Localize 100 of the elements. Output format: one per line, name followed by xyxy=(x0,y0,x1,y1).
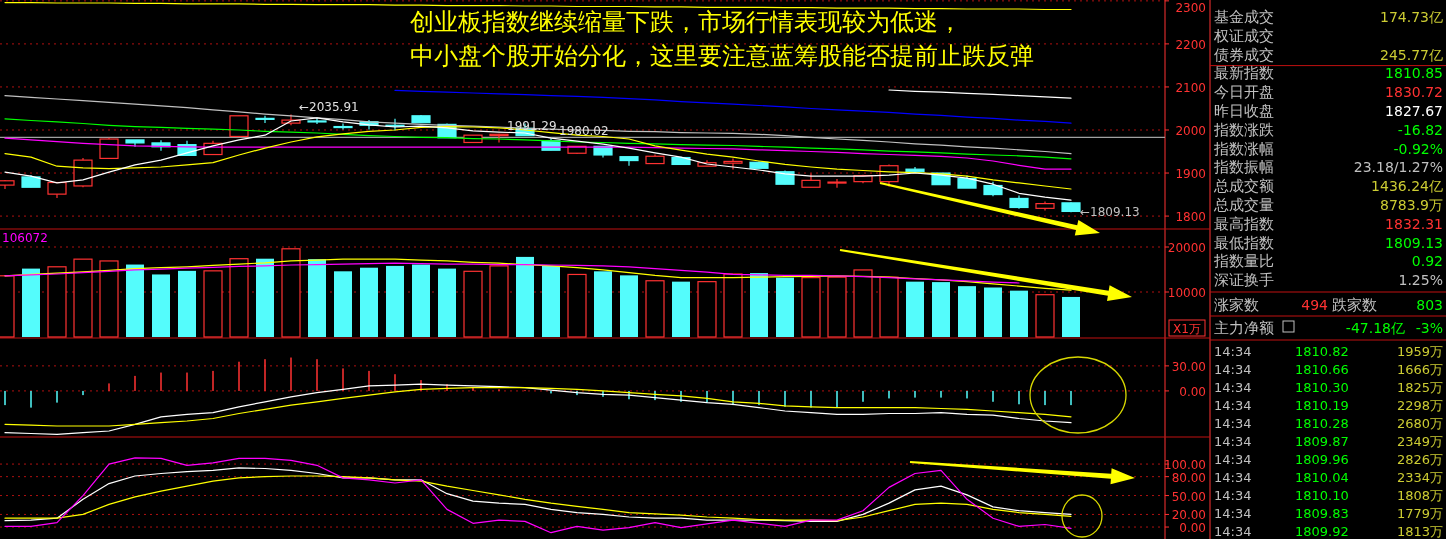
text: 1810.66 xyxy=(1295,362,1349,377)
text: 1809.87 xyxy=(1295,434,1349,449)
bar xyxy=(463,270,483,338)
text: 1959万 xyxy=(1396,344,1443,359)
bar xyxy=(308,259,326,337)
bar xyxy=(750,273,768,337)
text: 1810.82 xyxy=(1295,344,1349,359)
text: 跌家数 xyxy=(1332,296,1377,314)
text: 14:34 xyxy=(1214,506,1252,521)
bar xyxy=(1035,294,1055,338)
text: 债券成交 xyxy=(1214,45,1274,64)
text: 指数涨幅 xyxy=(1213,139,1274,158)
bar xyxy=(672,281,690,337)
y-tick-label: 50.00 xyxy=(1171,489,1206,504)
bar xyxy=(334,271,352,337)
text: 中小盘个股开始分化，这里要注意蓝筹股能否提前止跌反弹 xyxy=(410,42,1034,70)
text: 14:34 xyxy=(1214,434,1252,449)
text: -0.92% xyxy=(1393,140,1443,157)
text: 2298万 xyxy=(1396,398,1443,413)
y-tick-label: 0.00 xyxy=(1179,521,1206,536)
text: 2334万 xyxy=(1396,470,1443,485)
y-tick-label: 1800 xyxy=(1175,210,1206,225)
text: 指数涨跌 xyxy=(1213,120,1274,139)
text: 14:34 xyxy=(1214,524,1252,539)
bar xyxy=(567,273,587,338)
text: 1827.67 xyxy=(1385,103,1443,119)
text: 2349万 xyxy=(1396,434,1443,449)
text: 1666万 xyxy=(1396,362,1443,377)
bar xyxy=(73,258,93,338)
y-tick-label: 2300 xyxy=(1175,1,1206,15)
bar xyxy=(801,277,821,338)
candlestick xyxy=(255,115,275,124)
text: 最高指数 xyxy=(1214,214,1274,233)
y-tick-label: 0.00 xyxy=(1179,384,1206,399)
line-series xyxy=(888,89,1072,99)
text: 基金成交 xyxy=(1214,8,1274,26)
text: 昨日收盘 xyxy=(1214,102,1274,120)
text: -16.82 xyxy=(1397,121,1443,138)
y-tick-label: 30.00 xyxy=(1171,359,1206,374)
line-series xyxy=(4,387,1072,427)
annotation: 106072 xyxy=(2,231,48,245)
text: 1810.30 xyxy=(1295,380,1349,395)
bar xyxy=(723,273,743,338)
text: 1810.85 xyxy=(1385,65,1443,82)
bar xyxy=(412,264,430,337)
text: 14:34 xyxy=(1214,344,1252,359)
text: 总成交额 xyxy=(1213,177,1274,196)
line-series xyxy=(4,2,1072,11)
bar xyxy=(203,270,223,338)
text: 1808万 xyxy=(1396,488,1443,503)
bar xyxy=(932,282,950,337)
line-series xyxy=(4,383,1072,435)
text: -3% xyxy=(1415,320,1443,336)
annotation: ←1809.13 xyxy=(1080,205,1140,220)
text: 1809.83 xyxy=(1295,506,1349,521)
text: 今日开盘 xyxy=(1214,83,1274,102)
text: 14:34 xyxy=(1214,488,1252,503)
candlestick xyxy=(333,122,353,131)
text: 803 xyxy=(1416,297,1443,313)
y-tick-label: 20000 xyxy=(1167,241,1206,255)
text: 8783.9万 xyxy=(1380,197,1443,213)
text: 1810.28 xyxy=(1295,416,1349,431)
text: 1830.72 xyxy=(1385,84,1443,101)
bar xyxy=(438,268,456,337)
bar xyxy=(489,265,509,338)
text: 1809.92 xyxy=(1295,524,1349,539)
text: 1810.04 xyxy=(1295,470,1349,485)
bar xyxy=(958,286,976,337)
text: 1.25% xyxy=(1398,272,1443,289)
text: 14:34 xyxy=(1214,416,1252,431)
text: 1779万 xyxy=(1396,506,1443,521)
text: 14:34 xyxy=(1214,362,1252,377)
y-tick-label: 20.00 xyxy=(1171,508,1206,523)
text: 1810.19 xyxy=(1295,398,1349,413)
line-series xyxy=(4,137,1072,170)
bar xyxy=(697,281,717,338)
text: 2680万 xyxy=(1396,416,1443,431)
y-tick-label: 10000 xyxy=(1167,286,1206,300)
line-series xyxy=(4,95,1072,155)
bar xyxy=(126,264,144,337)
text: 涨家数 xyxy=(1214,296,1259,314)
text: 23.18/1.27% xyxy=(1353,159,1443,176)
bar xyxy=(984,287,1002,337)
text: 14:34 xyxy=(1214,470,1252,485)
text: 494 xyxy=(1301,297,1329,313)
bar xyxy=(776,277,794,337)
bar xyxy=(360,267,378,337)
line-series xyxy=(4,457,1072,534)
text: 最新指数 xyxy=(1214,64,1274,83)
candlestick xyxy=(827,178,847,189)
bar xyxy=(906,281,924,337)
line-series xyxy=(4,117,1072,201)
text: 174.73亿 xyxy=(1380,9,1443,25)
y-tick-label: 80.00 xyxy=(1171,470,1206,485)
text: 总成交量 xyxy=(1213,196,1274,214)
bar xyxy=(386,265,404,337)
bar xyxy=(22,268,40,337)
text: 指数量比 xyxy=(1213,252,1274,271)
bar xyxy=(47,266,67,338)
text: 权证成交 xyxy=(1213,26,1274,45)
